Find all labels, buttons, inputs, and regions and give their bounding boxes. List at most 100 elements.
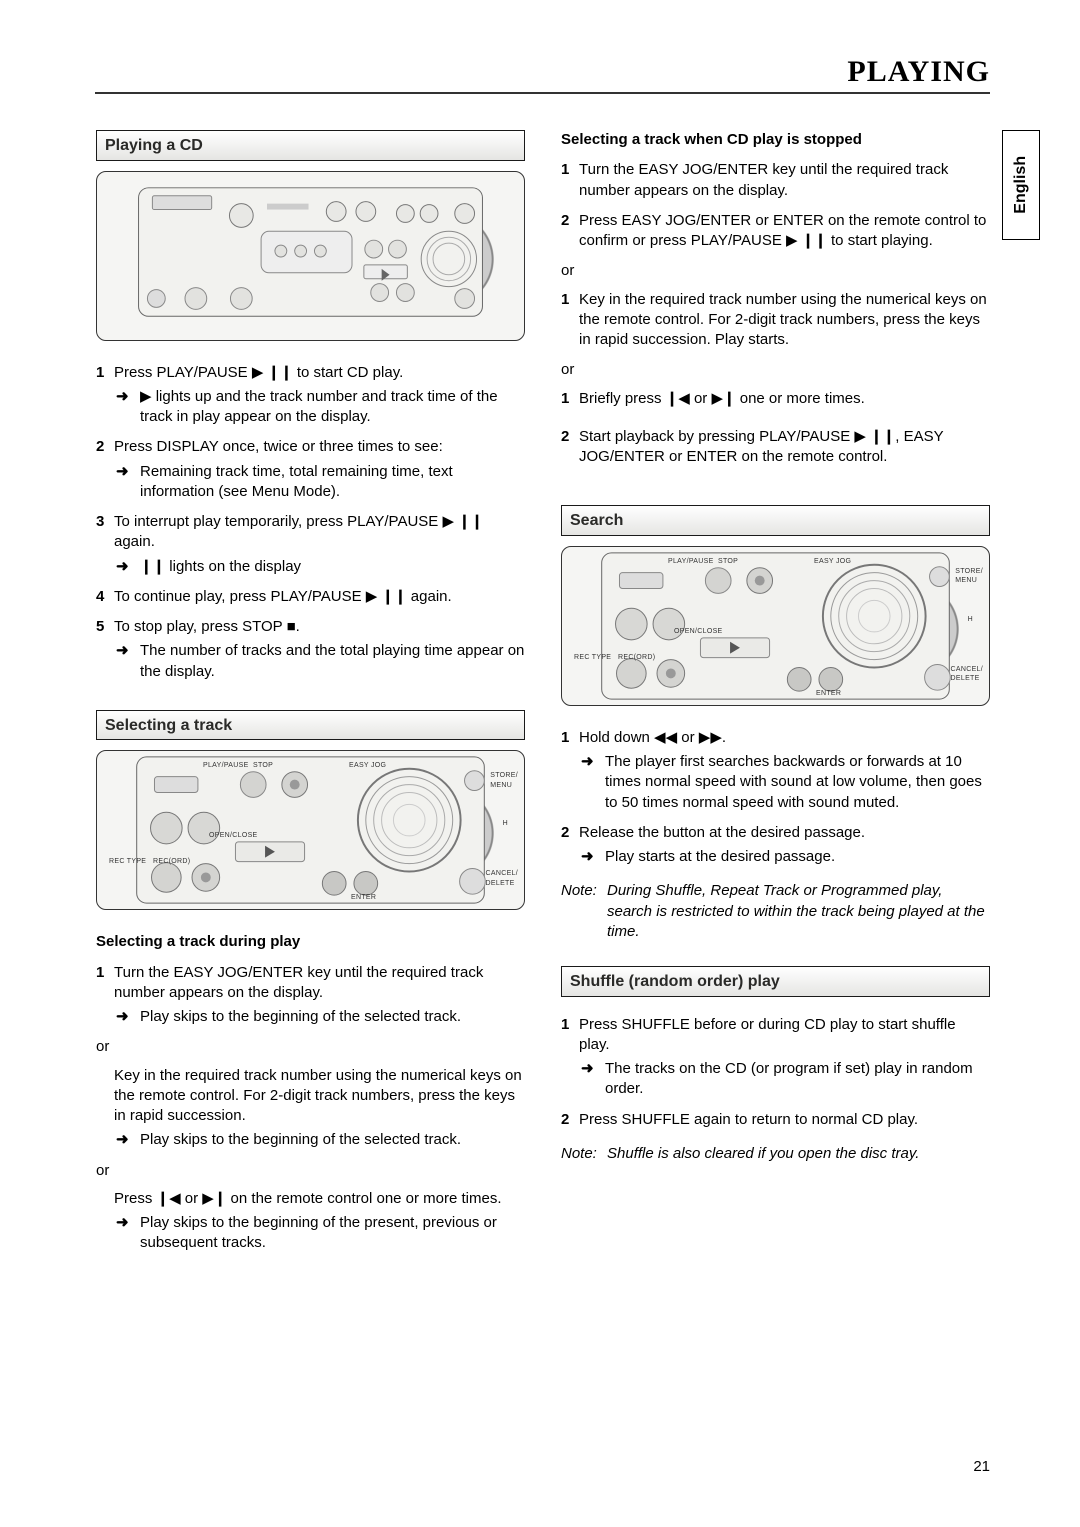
result-arrow-icon: ➜ <box>581 847 599 867</box>
diagram-label: CANCEL/ DELETE <box>951 665 983 684</box>
subheading-during-play: Selecting a track during play <box>96 932 525 952</box>
page-number: 21 <box>973 1457 990 1477</box>
step-number: 3 <box>96 512 108 577</box>
or-separator: or <box>561 261 990 281</box>
section-search: Search <box>561 505 990 536</box>
result-text: The tracks on the CD (or program if set)… <box>605 1059 990 1100</box>
step: Press ❙◀ or ▶❙ on the remote control one… <box>96 1189 525 1254</box>
step-text: Press SHUFFLE before or during CD play t… <box>579 1016 956 1053</box>
result-arrow-icon: ➜ <box>116 1213 134 1254</box>
result-text: ❙❙ lights on the display <box>140 557 301 577</box>
step-text: Hold down ◀◀ or ▶▶. <box>579 729 726 746</box>
diagram-label: STORE/ MENU <box>490 771 518 790</box>
step: 1 Press PLAY/PAUSE ▶ ❙❙ to start CD play… <box>96 363 525 428</box>
step: 5 To stop play, press STOP ■. ➜The numbe… <box>96 617 525 682</box>
step-text: Press ❙◀ or ▶❙ on the remote control one… <box>114 1190 502 1207</box>
result-text: Play starts at the desired passage. <box>605 847 835 867</box>
step: 2 Press SHUFFLE again to return to norma… <box>561 1110 990 1130</box>
diagram-label: STORE/ MENU <box>955 567 983 586</box>
step-text: Press SHUFFLE again to return to normal … <box>579 1111 918 1128</box>
step-text: Key in the required track number using t… <box>579 291 987 349</box>
result-arrow-icon: ➜ <box>116 557 134 577</box>
result-text: ▶ lights up and the track number and tra… <box>140 387 525 428</box>
result-arrow-icon: ➜ <box>116 641 134 682</box>
step: 1 Hold down ◀◀ or ▶▶. ➜The player first … <box>561 728 990 813</box>
section-shuffle: Shuffle (random order) play <box>561 966 990 997</box>
page-title: PLAYING <box>847 52 990 93</box>
step-number: 4 <box>96 587 108 607</box>
section-selecting-track: Selecting a track <box>96 710 525 741</box>
step-spacer <box>96 1189 108 1254</box>
step-number: 1 <box>96 363 108 428</box>
diagram-label: EASY JOG <box>814 557 851 566</box>
step: 1 Press SHUFFLE before or during CD play… <box>561 1015 990 1100</box>
result-arrow-icon: ➜ <box>116 462 134 503</box>
step: Key in the required track number using t… <box>96 1066 525 1151</box>
diagram-label: REC TYPE <box>109 857 146 866</box>
result-text: The player first searches backwards or f… <box>605 752 990 813</box>
or-separator: or <box>561 360 990 380</box>
note-search: Note: During Shuffle, Repeat Track or Pr… <box>561 881 990 942</box>
language-tab: English <box>1002 130 1040 240</box>
device-diagram-controls: PLAY/PAUSE STOP EASY JOG STORE/ MENU OPE… <box>96 750 525 910</box>
step-number: 2 <box>561 211 573 252</box>
or-separator: or <box>96 1037 525 1057</box>
step-number: 1 <box>561 290 573 351</box>
step: 2 Press EASY JOG/ENTER or ENTER on the r… <box>561 211 990 252</box>
step-text: Turn the EASY JOG/ENTER key until the re… <box>114 964 483 1001</box>
step: 1 Key in the required track number using… <box>561 290 990 351</box>
step-number: 2 <box>561 823 573 868</box>
diagram-label: REC TYPE <box>574 653 611 662</box>
step-text: Release the button at the desired passag… <box>579 824 865 841</box>
step-text: Start playback by pressing PLAY/PAUSE ▶ … <box>579 428 943 465</box>
section-playing-cd: Playing a CD <box>96 130 525 161</box>
step-text: Turn the EASY JOG/ENTER key until the re… <box>579 161 948 198</box>
result-arrow-icon: ➜ <box>116 1130 134 1150</box>
note-shuffle: Note: Shuffle is also cleared if you ope… <box>561 1144 990 1164</box>
right-column: Selecting a track when CD play is stoppe… <box>561 130 990 1264</box>
diagram-label: PLAY/PAUSE <box>668 557 714 566</box>
step: 2 Release the button at the desired pass… <box>561 823 990 868</box>
step-number: 2 <box>561 1110 573 1130</box>
step-text: To continue play, press PLAY/PAUSE ▶ ❙❙ … <box>114 588 452 605</box>
note-label: Note: <box>561 881 603 942</box>
result-text: Remaining track time, total remaining ti… <box>140 462 525 503</box>
step-number: 2 <box>561 427 573 468</box>
left-column: Playing a CD <box>96 130 525 1264</box>
diagram-label: OPEN/CLOSE <box>674 627 723 636</box>
result-text: Play skips to the beginning of the selec… <box>140 1130 461 1150</box>
device-diagram-full <box>96 171 525 341</box>
step: 4 To continue play, press PLAY/PAUSE ▶ ❙… <box>96 587 525 607</box>
step: 1 Turn the EASY JOG/ENTER key until the … <box>561 160 990 201</box>
step-text: Press DISPLAY once, twice or three times… <box>114 438 443 455</box>
note-label: Note: <box>561 1144 603 1164</box>
diagram-label: ENTER <box>351 893 376 902</box>
step-number: 1 <box>561 728 573 813</box>
header-rule <box>95 92 990 94</box>
subheading-when-stopped: Selecting a track when CD play is stoppe… <box>561 130 990 150</box>
device-diagram-search: PLAY/PAUSE STOP EASY JOG STORE/ MENU OPE… <box>561 546 990 706</box>
step: 1 Turn the EASY JOG/ENTER key until the … <box>96 963 525 1028</box>
step: 1 Briefly press ❙◀ or ▶❙ one or more tim… <box>561 389 990 409</box>
result-text: The number of tracks and the total playi… <box>140 641 525 682</box>
note-text: During Shuffle, Repeat Track or Programm… <box>607 881 990 942</box>
step-text: Press PLAY/PAUSE ▶ ❙❙ to start CD play. <box>114 364 403 381</box>
step-text: Briefly press ❙◀ or ▶❙ one or more times… <box>579 390 865 407</box>
language-label: English <box>1010 156 1032 214</box>
step-number: 1 <box>561 1015 573 1100</box>
or-separator: or <box>96 1161 525 1181</box>
diagram-label: ENTER <box>816 689 841 698</box>
result-arrow-icon: ➜ <box>581 1059 599 1100</box>
step-text: Press EASY JOG/ENTER or ENTER on the rem… <box>579 212 986 249</box>
step-number: 2 <box>96 437 108 502</box>
result-text: Play skips to the beginning of the selec… <box>140 1007 461 1027</box>
step: 3 To interrupt play temporarily, press P… <box>96 512 525 577</box>
result-text: Play skips to the beginning of the prese… <box>140 1213 525 1254</box>
step-number: 5 <box>96 617 108 682</box>
step: 2 Press DISPLAY once, twice or three tim… <box>96 437 525 502</box>
step-number: 1 <box>561 389 573 409</box>
result-arrow-icon: ➜ <box>581 752 599 813</box>
step-text: To interrupt play temporarily, press PLA… <box>114 513 483 550</box>
result-arrow-icon: ➜ <box>116 387 134 428</box>
step-text: To stop play, press STOP ■. <box>114 618 300 635</box>
